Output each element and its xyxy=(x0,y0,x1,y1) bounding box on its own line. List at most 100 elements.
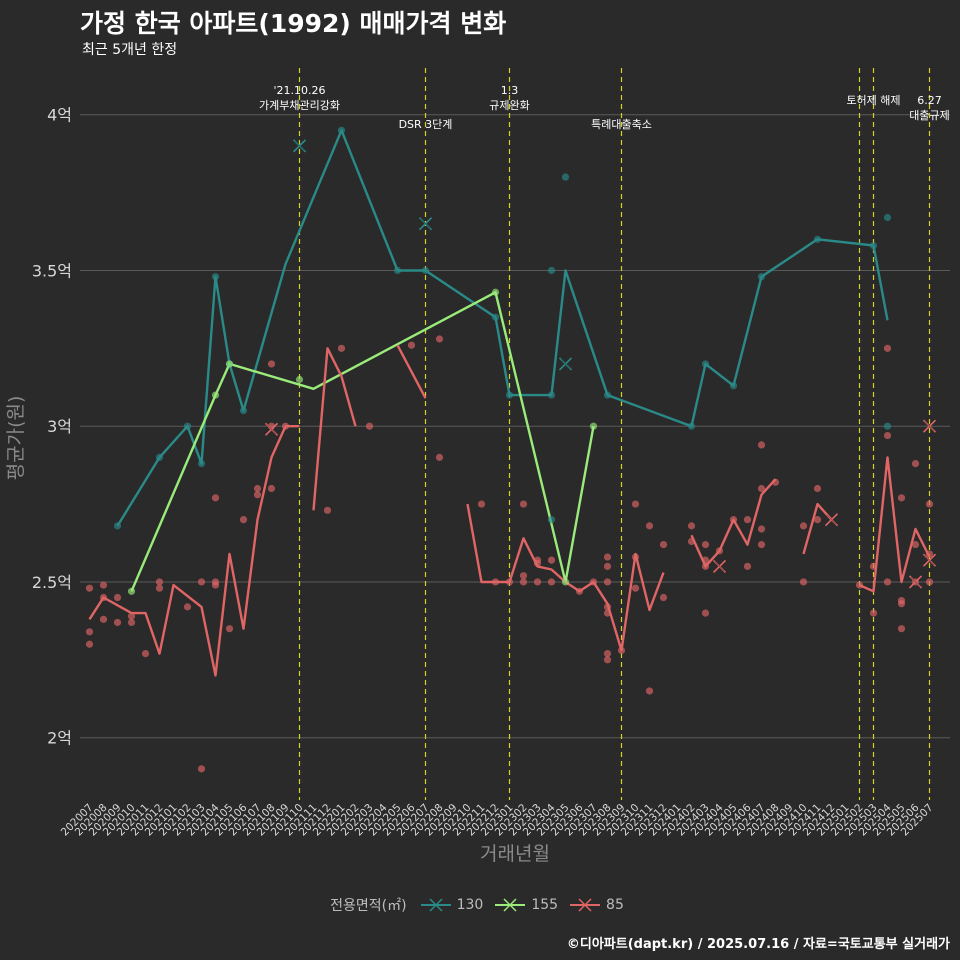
line-85 xyxy=(312,347,357,511)
point-155 xyxy=(295,375,304,384)
cross-shadow xyxy=(266,424,277,435)
cross-marker-85 xyxy=(922,553,937,567)
point-85 xyxy=(183,603,192,611)
point-85 xyxy=(897,600,906,608)
point-85 xyxy=(519,578,528,586)
point-85 xyxy=(701,556,710,564)
point-85 xyxy=(869,562,878,570)
point-85 xyxy=(253,484,262,493)
point-155 xyxy=(211,391,220,399)
point-85 xyxy=(603,553,612,561)
point-85 xyxy=(687,537,696,546)
line-155 xyxy=(130,291,595,592)
point-85 xyxy=(505,578,514,586)
event-label: 가계부채관리강화 xyxy=(259,99,340,112)
point-85 xyxy=(617,646,626,655)
point-85 xyxy=(281,422,290,430)
y-axis-ticks: 2억 2.5억 3억 3.5억 4억 xyxy=(32,106,72,748)
legend-label-155: 155 xyxy=(531,897,559,913)
cross-shadow xyxy=(294,140,305,152)
point-85 xyxy=(435,453,444,461)
point-85 xyxy=(603,650,612,658)
legend-item-155: 155 xyxy=(495,895,558,915)
point-85 xyxy=(701,609,710,617)
legend-key-130-icon xyxy=(420,898,451,912)
point-85 xyxy=(631,500,640,508)
cross-shadow xyxy=(420,218,431,229)
point-155 xyxy=(127,587,136,595)
point-85 xyxy=(603,603,612,611)
line-85 xyxy=(466,503,665,652)
point-130 xyxy=(113,522,122,530)
point-85 xyxy=(267,360,276,368)
source-caption: ©디아파트(dapt.kr) / 2025.07.16 / 자료=국토교통부 실… xyxy=(566,937,950,952)
cross-marker-85 xyxy=(908,575,923,589)
point-130 xyxy=(687,422,696,430)
point-85 xyxy=(519,572,528,580)
point-85 xyxy=(897,625,906,633)
point-85 xyxy=(533,578,542,586)
point-85 xyxy=(211,494,220,502)
point-130 xyxy=(393,266,402,275)
point-85 xyxy=(603,562,612,570)
event-lines-layer xyxy=(298,68,931,800)
point-85 xyxy=(603,578,612,586)
point-85 xyxy=(729,516,738,524)
point-85 xyxy=(757,484,766,493)
point-85 xyxy=(267,484,276,493)
point-130 xyxy=(883,422,892,430)
line-85 xyxy=(396,344,427,399)
event-label: 규제완화 xyxy=(489,99,529,112)
chart-title: 가정 한국 아파트(1992) 매매가격 변화 xyxy=(80,9,507,38)
point-85 xyxy=(365,422,374,430)
point-85 xyxy=(197,765,206,773)
line-85 xyxy=(859,456,931,593)
point-85 xyxy=(197,578,206,586)
point-85 xyxy=(855,581,864,589)
point-85 xyxy=(589,578,598,586)
point-130 xyxy=(561,173,570,181)
point-130 xyxy=(239,407,248,415)
y-tick-label: 4억 xyxy=(47,106,72,125)
event-label: 1.3 xyxy=(501,84,519,97)
point-85 xyxy=(603,609,612,617)
point-85 xyxy=(547,578,556,586)
data-points-layer xyxy=(85,126,937,773)
point-130 xyxy=(155,453,164,461)
point-85 xyxy=(659,593,668,602)
legend: 전용면적(㎡) 130 155 85 xyxy=(0,895,960,915)
point-130 xyxy=(197,459,206,468)
point-85 xyxy=(701,540,710,549)
point-85 xyxy=(239,516,248,524)
point-85 xyxy=(701,562,710,570)
point-85 xyxy=(253,491,262,499)
cross-marker-130 xyxy=(558,357,573,371)
point-85 xyxy=(85,628,94,636)
point-85 xyxy=(547,556,556,564)
point-85 xyxy=(911,540,920,549)
point-85 xyxy=(631,553,640,561)
point-155 xyxy=(225,360,234,368)
event-label: 6.27 xyxy=(917,94,942,107)
point-130 xyxy=(729,382,738,390)
grid-layer xyxy=(80,114,950,739)
point-85 xyxy=(743,516,752,524)
point-85 xyxy=(883,431,892,440)
point-85 xyxy=(519,500,528,508)
point-130 xyxy=(337,126,346,134)
point-85 xyxy=(813,516,822,524)
point-85 xyxy=(771,478,780,486)
legend-label-130: 130 xyxy=(456,897,484,913)
point-85 xyxy=(743,562,752,570)
point-85 xyxy=(323,506,332,514)
point-85 xyxy=(925,578,934,586)
point-85 xyxy=(799,522,808,530)
point-130 xyxy=(505,391,514,399)
cross-shadow xyxy=(560,358,571,370)
y-tick-label: 3억 xyxy=(47,417,72,436)
point-85 xyxy=(225,625,234,633)
point-85 xyxy=(911,459,920,468)
point-85 xyxy=(687,522,696,530)
